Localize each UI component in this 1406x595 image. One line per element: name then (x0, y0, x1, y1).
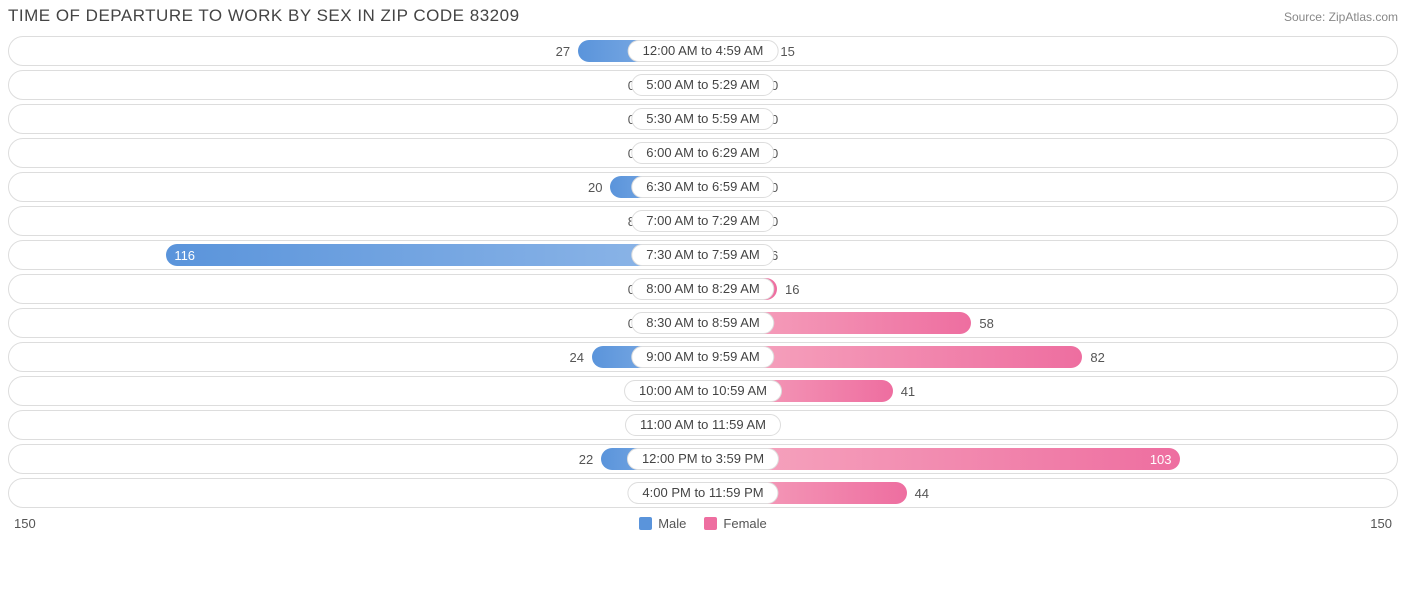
female-half: 58 (703, 309, 1397, 337)
male-bar: 116 (166, 244, 703, 266)
male-value: 27 (548, 44, 578, 59)
female-half: 0 (703, 105, 1397, 133)
male-half: 8 (9, 411, 703, 439)
category-label: 12:00 PM to 3:59 PM (627, 448, 779, 470)
legend-female: Female (704, 516, 766, 531)
male-half: 116 (9, 241, 703, 269)
female-half: 0 (703, 71, 1397, 99)
male-half: 0 (9, 275, 703, 303)
legend-male-label: Male (658, 516, 686, 531)
data-row: 24 82 9:00 AM to 9:59 AM (8, 342, 1398, 372)
male-half: 0 (9, 309, 703, 337)
female-half: 41 (703, 377, 1397, 405)
legend-male-swatch (639, 517, 652, 530)
category-label: 4:00 PM to 11:59 PM (627, 482, 778, 504)
data-row: 0 41 10:00 AM to 10:59 AM (8, 376, 1398, 406)
header: TIME OF DEPARTURE TO WORK BY SEX IN ZIP … (2, 2, 1404, 36)
male-half: 0 (9, 139, 703, 167)
male-value: 116 (166, 248, 203, 263)
category-label: 9:00 AM to 9:59 AM (631, 346, 774, 368)
data-row: 116 67:30 AM to 7:59 AM (8, 240, 1398, 270)
male-half: 0 (9, 377, 703, 405)
category-label: 8:00 AM to 8:29 AM (631, 278, 774, 300)
category-label: 6:30 AM to 6:59 AM (631, 176, 774, 198)
male-half: 9 (9, 479, 703, 507)
female-value: 44 (907, 486, 937, 501)
category-label: 7:30 AM to 7:59 AM (631, 244, 774, 266)
data-row: 807:00 AM to 7:29 AM (8, 206, 1398, 236)
female-half: 0 (703, 411, 1397, 439)
female-half: 103 (703, 445, 1397, 473)
category-label: 7:00 AM to 7:29 AM (631, 210, 774, 232)
male-half: 0 (9, 105, 703, 133)
axis-max-left: 150 (14, 516, 36, 531)
male-half: 8 (9, 207, 703, 235)
male-value: 20 (580, 180, 610, 195)
male-half: 20 (9, 173, 703, 201)
female-value: 16 (777, 282, 807, 297)
chart-title: TIME OF DEPARTURE TO WORK BY SEX IN ZIP … (8, 6, 520, 26)
data-row: 27 1512:00 AM to 4:59 AM (8, 36, 1398, 66)
category-label: 10:00 AM to 10:59 AM (624, 380, 782, 402)
category-label: 8:30 AM to 8:59 AM (631, 312, 774, 334)
female-half: 0 (703, 173, 1397, 201)
female-half: 0 (703, 207, 1397, 235)
category-label: 6:00 AM to 6:29 AM (631, 142, 774, 164)
male-half: 27 (9, 37, 703, 65)
male-half: 22 (9, 445, 703, 473)
female-value: 103 (1142, 452, 1180, 467)
axis-max-right: 150 (1370, 516, 1392, 531)
female-half: 44 (703, 479, 1397, 507)
data-row: 20 06:30 AM to 6:59 AM (8, 172, 1398, 202)
male-value: 22 (571, 452, 601, 467)
category-label: 5:30 AM to 5:59 AM (631, 108, 774, 130)
female-half: 82 (703, 343, 1397, 371)
data-row: 006:00 AM to 6:29 AM (8, 138, 1398, 168)
female-value: 58 (971, 316, 1001, 331)
category-label: 12:00 AM to 4:59 AM (628, 40, 779, 62)
data-row: 005:30 AM to 5:59 AM (8, 104, 1398, 134)
male-value: 24 (562, 350, 592, 365)
female-half: 6 (703, 241, 1397, 269)
chart-rows: 271512:00 AM to 4:59 AM005:00 AM to 5:29… (2, 36, 1404, 508)
legend-male: Male (639, 516, 686, 531)
female-half: 16 (703, 275, 1397, 303)
chart-footer: 150 Male Female 150 (2, 512, 1404, 533)
category-label: 5:00 AM to 5:29 AM (631, 74, 774, 96)
data-row: 0 168:00 AM to 8:29 AM (8, 274, 1398, 304)
data-row: 8011:00 AM to 11:59 AM (8, 410, 1398, 440)
source-label: Source: ZipAtlas.com (1284, 10, 1398, 24)
data-row: 22 103 12:00 PM to 3:59 PM (8, 444, 1398, 474)
category-label: 11:00 AM to 11:59 AM (625, 414, 781, 436)
male-half: 0 (9, 71, 703, 99)
legend-female-label: Female (723, 516, 766, 531)
female-value: 82 (1082, 350, 1112, 365)
legend-female-swatch (704, 517, 717, 530)
female-value: 41 (893, 384, 923, 399)
legend: Male Female (36, 516, 1371, 531)
female-half: 15 (703, 37, 1397, 65)
chart-container: TIME OF DEPARTURE TO WORK BY SEX IN ZIP … (2, 2, 1404, 533)
data-row: 9 44 4:00 PM to 11:59 PM (8, 478, 1398, 508)
male-half: 24 (9, 343, 703, 371)
female-half: 0 (703, 139, 1397, 167)
data-row: 0 58 8:30 AM to 8:59 AM (8, 308, 1398, 338)
data-row: 005:00 AM to 5:29 AM (8, 70, 1398, 100)
